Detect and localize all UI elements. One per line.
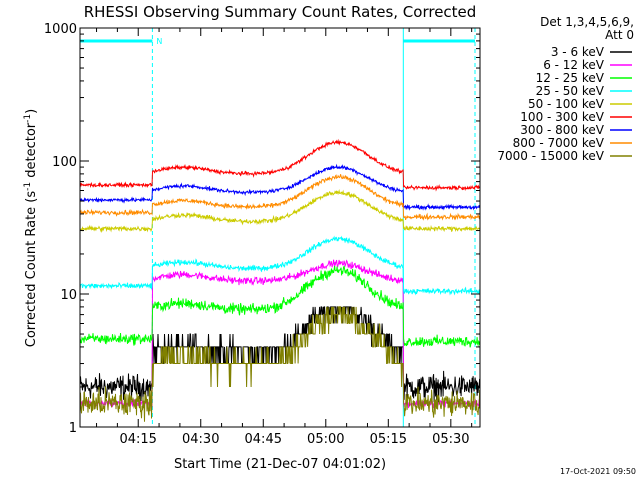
- x-tick-label: 05:15: [370, 432, 407, 447]
- series-line-2: [79, 265, 481, 348]
- y-tick-label: 1: [69, 421, 77, 436]
- series-line-7: [79, 174, 481, 221]
- x-axis: 04:15 04:30 04:45 05:00 05:15 05:30: [96, 28, 473, 447]
- legend-header-attenuator: Att 0: [605, 28, 634, 42]
- legend-label: 7000 - 15000 keV: [497, 149, 604, 163]
- series-line-6: [79, 163, 481, 211]
- plot-area: N: [79, 28, 481, 427]
- y-tick-label: 1000: [44, 22, 77, 37]
- night-annotation-n: N: [156, 37, 162, 46]
- x-axis-label: Start Time (21-Dec-07 04:01:02): [174, 457, 386, 472]
- series-line-5: [79, 138, 480, 192]
- x-tick-label: 05:30: [432, 432, 469, 447]
- y-tick-label: 100: [52, 155, 77, 170]
- y-axis: 1 10 100 1000: [44, 22, 480, 436]
- plot-frame: [79, 27, 481, 428]
- legend-header-detectors: Det 1,3,4,5,6,9,: [540, 15, 634, 29]
- legend-label: 25 - 50 keV: [536, 84, 605, 98]
- series-line-3: [79, 235, 481, 296]
- legend-label: 6 - 12 keV: [543, 58, 605, 72]
- x-tick-label: 04:45: [245, 432, 282, 447]
- series-line-8: [79, 306, 481, 422]
- x-tick-label: 04:30: [182, 432, 219, 447]
- footer-timestamp: 17-Oct-2021 09:50: [560, 467, 636, 476]
- legend-label: 50 - 100 keV: [528, 97, 605, 111]
- series-line-4: [79, 189, 481, 234]
- legend-label: 800 - 7000 keV: [513, 136, 605, 150]
- legend-label: 100 - 300 keV: [520, 110, 604, 124]
- y-tick-label: 10: [60, 288, 77, 303]
- chart-title: RHESSI Observing Summary Count Rates, Co…: [84, 3, 477, 21]
- x-tick-label: 05:00: [307, 432, 344, 447]
- legend-label: 12 - 25 keV: [536, 71, 605, 85]
- x-tick-label: 04:15: [119, 432, 156, 447]
- legend-label: 3 - 6 keV: [551, 45, 605, 59]
- legend-label: 300 - 800 keV: [520, 123, 604, 137]
- y-axis-label: Corrected Count Rate (s-1 detector-1): [23, 109, 39, 347]
